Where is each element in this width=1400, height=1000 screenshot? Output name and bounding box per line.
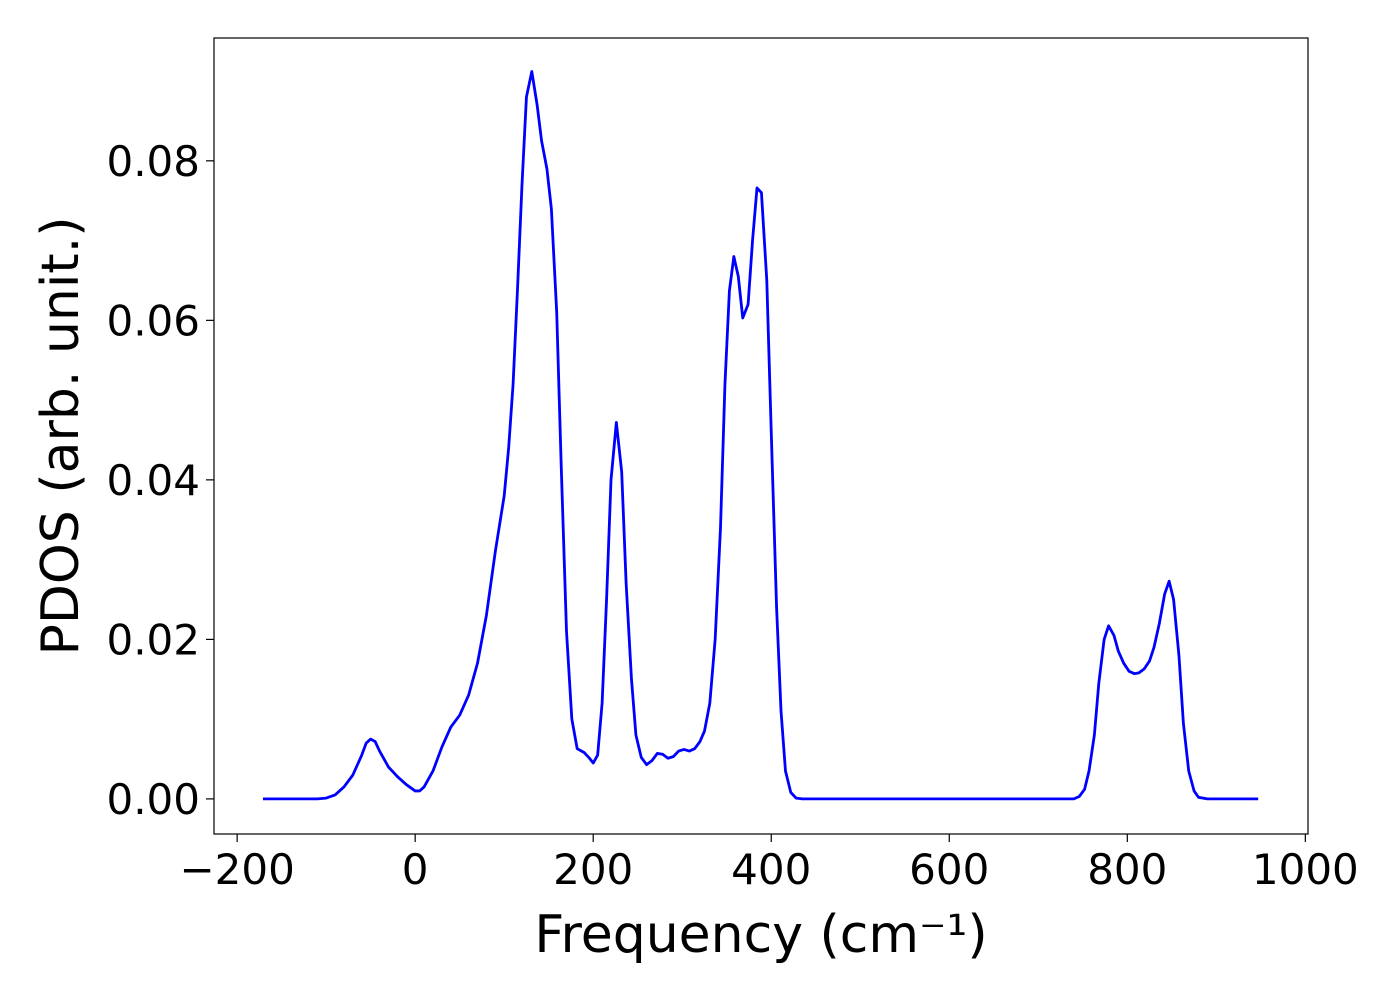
plot-frame: [213, 37, 1309, 835]
y-tick-label: 0.06: [106, 296, 200, 345]
y-axis-label: PDOS (arb. unit.): [31, 216, 91, 655]
x-tick-label: 800: [1087, 845, 1167, 894]
y-tick-label: 0.02: [106, 615, 200, 664]
x-tick-label: 600: [909, 845, 989, 894]
x-tick-label: 0: [402, 845, 429, 894]
x-tick-label: 200: [553, 845, 633, 894]
y-tick-label: 0.08: [106, 137, 200, 186]
y-tick-label: 0.00: [106, 775, 200, 824]
y-tick-label: 0.04: [106, 456, 200, 505]
pdos-line: [262, 70, 1259, 801]
x-axis-label: Frequency (cm⁻¹): [534, 905, 987, 965]
x-tick-label: 400: [731, 845, 811, 894]
x-tick-label: −200: [179, 845, 294, 894]
x-tick-label: 1000: [1252, 845, 1359, 894]
